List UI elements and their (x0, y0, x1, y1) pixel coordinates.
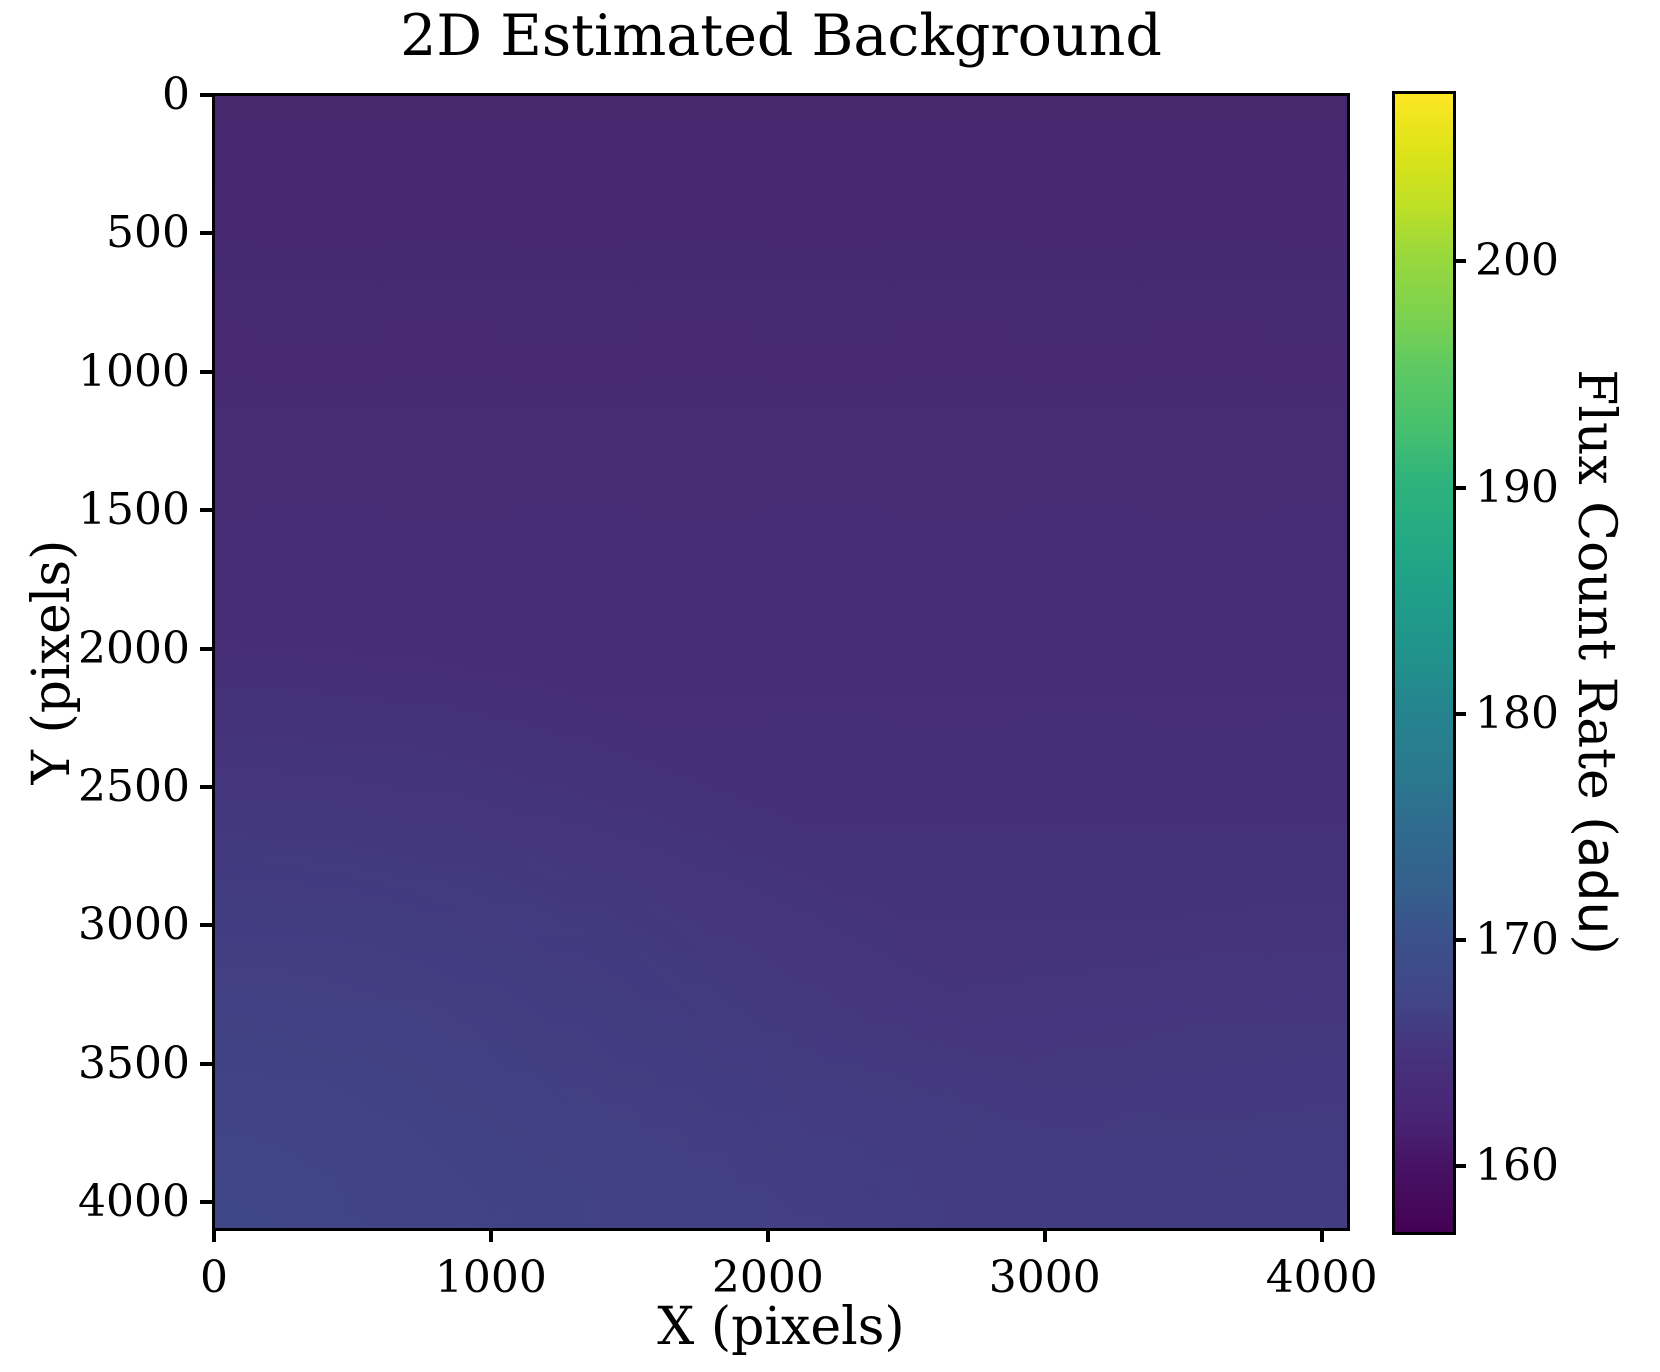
y-tick-label: 3000 (78, 899, 190, 951)
x-tick-label: 3000 (988, 1252, 1101, 1303)
y-tick-label: 1500 (78, 484, 190, 536)
colorbar-label-suffix: ) (1566, 934, 1626, 955)
colorbar-tick-mark (1453, 1164, 1466, 1169)
y-tick-mark (200, 1200, 214, 1205)
y-tick-label: 500 (106, 207, 190, 259)
colorbar-label-prefix: Flux Count Rate ( (1566, 369, 1626, 837)
colorbar-tick-mark (1453, 711, 1466, 716)
heatmap-image (212, 93, 1350, 1231)
y-tick-mark (200, 231, 214, 236)
colorbar-tick-label: 180 (1475, 687, 1559, 739)
x-axis-label: X (pixels) (657, 1297, 905, 1357)
y-tick-label: 1000 (78, 345, 190, 397)
x-tick-mark (765, 1228, 770, 1242)
colorbar-tick-mark (1453, 938, 1466, 943)
y-tick-mark (200, 646, 214, 651)
colorbar-tick-label: 160 (1475, 1140, 1559, 1192)
x-tick-label: 1000 (434, 1252, 547, 1303)
x-tick-mark (1319, 1228, 1324, 1242)
y-tick-mark (200, 1061, 214, 1066)
colorbar-tick-mark (1453, 485, 1466, 490)
y-tick-label: 2500 (78, 761, 190, 813)
x-tick-label: 0 (200, 1252, 228, 1303)
y-tick-label: 3500 (78, 1037, 190, 1089)
colorbar-tick-label: 200 (1475, 235, 1559, 287)
y-tick-label: 2000 (78, 622, 190, 674)
colorbar-tick-mark (1453, 259, 1466, 264)
x-tick-label: 2000 (711, 1252, 824, 1303)
colorbar-label-unit: adu (1566, 836, 1626, 935)
y-tick-mark (200, 508, 214, 513)
x-tick-label: 4000 (1265, 1252, 1378, 1303)
y-tick-mark (200, 93, 214, 97)
y-tick-label: 0 (162, 69, 190, 120)
y-tick-mark (200, 369, 214, 374)
chart-title: 2D Estimated Background (400, 3, 1162, 69)
x-tick-mark (212, 1228, 216, 1242)
colorbar-tick-label: 170 (1475, 914, 1559, 966)
y-tick-mark (200, 923, 214, 928)
y-tick-label: 4000 (78, 1176, 190, 1228)
x-tick-mark (1042, 1228, 1047, 1242)
x-tick-mark (488, 1228, 493, 1242)
colorbar-tick-label: 190 (1475, 461, 1559, 513)
y-tick-mark (200, 785, 214, 790)
colorbar (1392, 91, 1456, 1235)
colorbar-label: Flux Count Rate (adu) (1566, 369, 1626, 955)
